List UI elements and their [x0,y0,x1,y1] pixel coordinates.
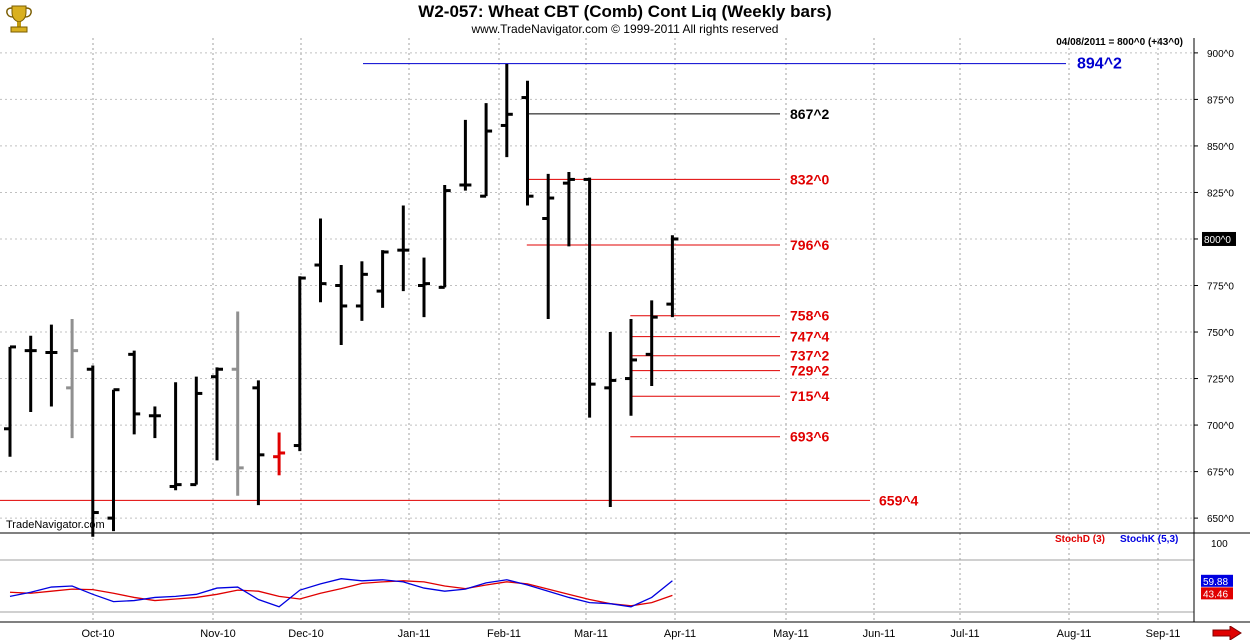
ohlc-bar [24,335,37,413]
level-label: 729^2 [790,363,830,379]
y-tick-label: 675^0 [1207,468,1234,479]
ohlc-bar [314,218,327,303]
ohlc-bar [459,119,472,191]
ohlc-bar [604,332,617,507]
x-tick-label: Jan-11 [398,628,431,640]
ohlc-bar [480,103,493,198]
x-tick-label: Nov-10 [200,628,235,640]
ohlc-bar [169,382,182,491]
ohlc-bar [293,276,306,452]
ohlc-bar [128,350,141,435]
ohlc-bar [418,257,430,318]
y-tick-label: 825^0 [1207,188,1234,199]
ohlc-bar [583,177,596,418]
ohlc-bar [86,365,99,537]
osc-value-marker [1201,587,1233,600]
level-label: 737^2 [790,348,830,364]
ohlc-bar [438,185,451,289]
chart-title: W2-057: Wheat CBT (Comb) Cont Liq (Weekl… [418,2,832,21]
axes: Oct-10 Nov-10 Dec-10 Jan-11 Feb-11 Mar-11 Apr-… [0,38,1250,640]
price-bars [4,64,679,537]
ohlc-bar [376,250,389,308]
y-tick-label: 850^0 [1207,142,1234,153]
stochastic-panel: 100 StochD (3) 43.46 StochK (5,3) 59.88 [0,534,1233,613]
x-tick-label: May-11 [773,628,809,640]
chart-subtitle: www.TradeNavigator.com © 1999-2011 All r… [471,22,779,36]
level-label: 867^2 [790,106,830,122]
right-arrow-icon[interactable] [1212,626,1242,640]
ohlc-bar [231,311,244,496]
osc-value-label: 59.88 [1203,577,1228,588]
y-tick-label: 900^0 [1207,49,1234,60]
level-label: 693^6 [790,429,830,445]
level-label: 894^2 [1077,56,1122,73]
ohlc-bar [521,80,534,206]
level-label: 747^4 [790,329,830,345]
y-tick-label: 650^0 [1207,514,1234,525]
legend-entry: StochD (3) [1055,534,1105,545]
level-label: 832^0 [790,171,830,187]
osc-series-line [9,578,673,608]
last-price-info: 04/08/2011 = 800^0 (+43^0) [1056,37,1183,48]
legend-entry: StochK (5,3) [1120,534,1178,545]
osc-value-marker [1201,574,1233,587]
x-tick-label: Sep-11 [1146,628,1181,640]
ohlc-bar [148,406,161,439]
y-tick-label: 875^0 [1207,95,1234,106]
x-tick-label: Aug-11 [1057,628,1092,640]
ohlc-bar [273,432,286,476]
level-label: 796^6 [790,237,830,253]
level-label: 758^6 [790,308,830,324]
ohlc-bar [335,265,348,346]
ohlc-bar [666,235,679,318]
osc-tick-label: 100 [1211,539,1228,550]
x-tick-label: Oct-10 [81,628,114,640]
ohlc-bar [66,318,79,439]
ohlc-bar [625,318,637,416]
y-tick-label: 725^0 [1207,375,1234,386]
ohlc-bar [397,205,410,292]
x-tick-label: Jul-11 [950,628,979,640]
ohlc-bar [190,376,203,487]
osc-series-line [9,580,673,607]
ohlc-bar [542,173,555,319]
ohlc-bar [107,388,120,532]
last-price-marker [1202,231,1236,246]
x-tick-label: Apr-11 [664,628,696,640]
y-tick-label: 775^0 [1207,282,1234,293]
x-tick-label: Jun-11 [863,628,896,640]
ohlc-bar [500,64,513,158]
ohlc-bar [252,380,265,506]
ohlc-bar [562,171,575,247]
ohlc-bar [4,345,16,457]
title-bar: W2-057: Wheat CBT (Comb) Cont Liq (Weekl… [0,0,1250,38]
last-price-label: 800^0 [1204,235,1231,246]
ohlc-bar [211,367,223,461]
ohlc-bar [45,324,58,407]
osc-value-label: 43.46 [1203,589,1228,600]
level-label: 659^4 [879,492,919,508]
y-tick-label: 750^0 [1207,328,1234,339]
level-label: 715^4 [790,388,830,404]
x-tick-label: Feb-11 [487,628,521,640]
grid [0,38,1194,622]
x-tick-label: Dec-10 [288,628,323,640]
watermark-text: TradeNavigator.com [6,519,105,531]
x-tick-label: Mar-11 [574,628,608,640]
trophy-icon [6,5,32,33]
y-tick-label: 700^0 [1207,421,1234,432]
price-levels: 894^2 867^2 832^0 796^6 758^6 747^4 737^2729^2… [0,56,1122,508]
ohlc-bar [645,300,658,386]
ohlc-bar [355,261,368,321]
